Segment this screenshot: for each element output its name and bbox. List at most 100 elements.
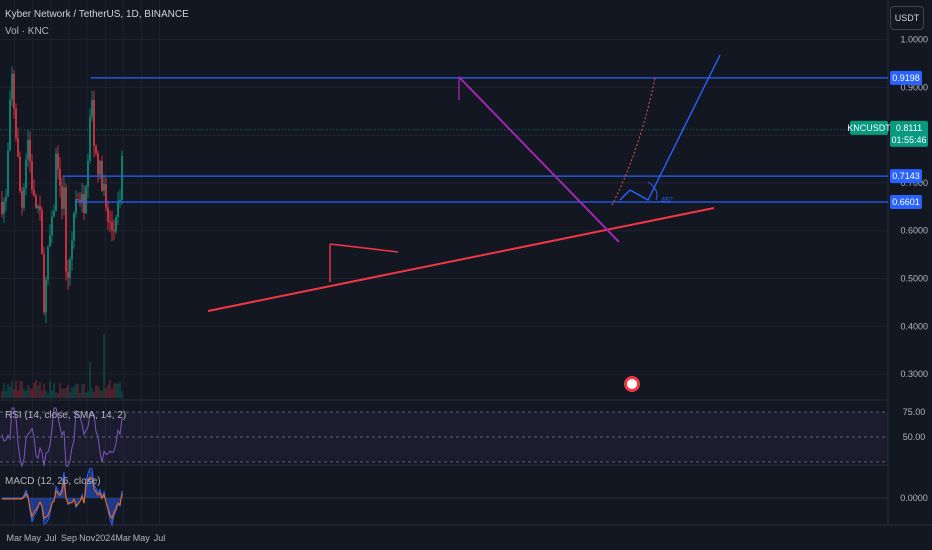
macd-histogram-bar (89, 471, 91, 498)
candle-body (65, 187, 67, 272)
volume-bar (25, 390, 27, 398)
candle-body (113, 229, 115, 232)
candle-body (85, 186, 87, 213)
macd-histogram-bar (79, 498, 81, 501)
macd-histogram-bar (51, 498, 53, 504)
volume-bar (51, 390, 53, 398)
candle-body (55, 153, 57, 212)
macd-histogram-bar (77, 498, 79, 504)
volume-bar (13, 389, 15, 398)
flag-icon (624, 376, 640, 392)
candle-body (49, 235, 51, 247)
candle-body (47, 246, 49, 280)
volume-bar (73, 386, 75, 398)
volume-bar (43, 383, 45, 398)
rsi-tick-label: 75.00 (903, 407, 926, 417)
candle-body (121, 155, 123, 200)
candle-body (75, 199, 77, 214)
volume-bar (53, 383, 55, 398)
candle-body (31, 161, 33, 190)
candle-body (9, 99, 11, 151)
macd-histogram-bar (41, 498, 43, 507)
candle-body (17, 138, 19, 157)
volume-bar (31, 389, 33, 398)
price-level-tag-text: 0.6601 (892, 197, 920, 207)
rsi-label: RSI (14, close, SMA, 14, 2) (5, 410, 126, 421)
time-tick-label: Jul (154, 533, 166, 543)
macd-histogram-bar (87, 476, 89, 498)
time-tick-label: Jul (45, 533, 57, 543)
price-tick-label: 0.3000 (900, 369, 928, 379)
price-level-tag-bg (890, 195, 922, 210)
candle-body (95, 145, 97, 154)
macd-histogram-bar (93, 485, 95, 498)
volume-bar (83, 383, 85, 398)
drawings[interactable]: 45° (62, 54, 888, 392)
volume-bar (39, 381, 41, 398)
volume-bar (45, 390, 47, 398)
volume-bar (89, 362, 91, 398)
macd-histogram-bar (117, 498, 119, 504)
candle-body (103, 184, 105, 191)
candle-body (57, 153, 59, 170)
volume-bar (27, 385, 29, 398)
symbol-tag-bg (850, 120, 888, 135)
volume-bar (103, 333, 105, 398)
candle-body (35, 195, 37, 209)
volume-bar (21, 381, 23, 398)
candle-body (51, 216, 53, 236)
volume-bar (65, 388, 67, 398)
volume-bar (79, 392, 81, 398)
volume-bar (99, 389, 101, 398)
candle-body (97, 153, 99, 175)
candle-body (107, 207, 109, 222)
symbol-tag-text: KNCUSDT (847, 123, 891, 133)
volume-bar (47, 393, 49, 398)
volume-bar (87, 391, 89, 398)
volume-bar (115, 382, 117, 398)
macd-histogram-bar (69, 498, 71, 503)
candle-body (87, 161, 89, 187)
angle-label: 45° (661, 196, 673, 205)
macd-histogram-bar (111, 498, 113, 523)
volume-bar (117, 384, 119, 398)
volume-bar (17, 390, 19, 398)
candle-body (119, 199, 121, 202)
candle-body (93, 100, 95, 146)
volume-bar (121, 391, 123, 398)
time-axis[interactable]: Mar May Jul Sep Nov 2024 Mar May Jul (7, 533, 166, 543)
volume-bar (29, 388, 31, 398)
volume-bar (105, 388, 107, 398)
time-tick-label: Sep (61, 533, 77, 543)
candle-body (89, 116, 91, 162)
volume-bar (9, 386, 11, 398)
macd-histogram-bar (25, 491, 27, 498)
macd-signal-line (2, 476, 123, 520)
candle-body (41, 210, 43, 255)
volume-bar (93, 391, 95, 398)
forecast-arc (611, 77, 656, 206)
candle-body (3, 201, 5, 214)
candle-body (7, 150, 9, 197)
candle-body (83, 193, 85, 213)
rsi-tick-label: 50.00 (903, 432, 926, 442)
time-tick-label: 2024 (95, 533, 115, 543)
rsi-line (1, 407, 123, 468)
price-tick-label: 0.5000 (900, 274, 928, 284)
macd-histogram-bar (61, 489, 63, 498)
time-tick-label: May (133, 533, 151, 543)
volume-bar (71, 387, 73, 398)
volume-bar (1, 391, 3, 398)
volume-bar (101, 390, 103, 398)
volume-bar (95, 385, 97, 398)
volume-bar (69, 392, 71, 398)
volume-bar (41, 390, 43, 398)
candle-body (15, 108, 17, 139)
candle-body (73, 213, 75, 241)
candle-body (39, 205, 41, 211)
currency-button[interactable]: USDT (890, 6, 924, 30)
volume-bar (5, 390, 7, 398)
candle-body (63, 187, 65, 209)
volume-bar (49, 381, 51, 398)
